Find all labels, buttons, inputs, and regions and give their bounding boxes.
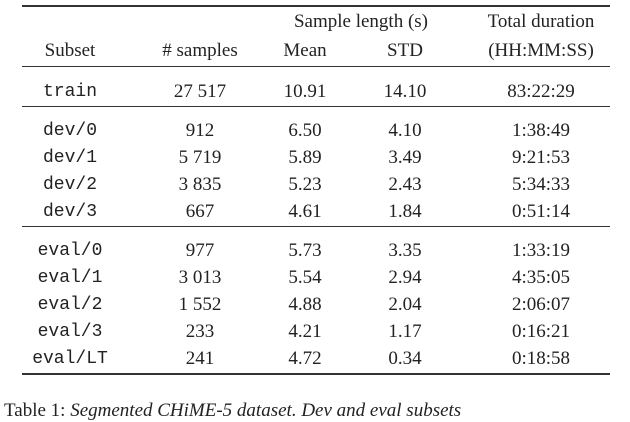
cell: 83:22:29 <box>507 81 575 102</box>
header: Mean <box>283 40 327 61</box>
cell: 233 <box>185 321 215 342</box>
subset-cell: dev/0 <box>42 121 98 141</box>
group-rule <box>22 106 610 107</box>
cell: 4.61 <box>288 201 322 222</box>
cell: 0:51:14 <box>511 201 571 222</box>
header: Total duration <box>487 11 595 32</box>
subset-cell: eval/3 <box>37 322 103 342</box>
cell: 2.94 <box>388 267 422 288</box>
cell: 3 835 <box>178 174 222 195</box>
subset-cell: train <box>42 82 98 102</box>
group-rule <box>22 226 610 227</box>
cell: 667 <box>185 201 215 222</box>
caption: Table 1: Segmented CHiME-5 dataset. Dev … <box>4 400 461 422</box>
cell: 1:33:19 <box>511 240 571 261</box>
cell: 3.35 <box>388 240 422 261</box>
cell: 2.04 <box>388 294 422 315</box>
cell: 977 <box>185 240 215 261</box>
cell: 4.21 <box>288 321 322 342</box>
cell: 27 517 <box>173 81 227 102</box>
subset-cell: dev/3 <box>42 202 98 222</box>
cell: 0:18:58 <box>511 348 571 369</box>
cell: 0.34 <box>388 348 422 369</box>
cell: 1:38:49 <box>511 120 571 141</box>
cell: 5.54 <box>288 267 322 288</box>
header: (HH:MM:SS) <box>488 40 594 61</box>
header: STD <box>387 40 423 61</box>
cell: 2.43 <box>388 174 422 195</box>
caption-label: Table 1: <box>4 400 66 421</box>
cell: 5.23 <box>288 174 322 195</box>
cell: 2:06:07 <box>511 294 571 315</box>
cell: 4.10 <box>388 120 422 141</box>
cell: 1.84 <box>388 201 422 222</box>
cell: 14.10 <box>383 81 427 102</box>
cell: 4:35:05 <box>511 267 571 288</box>
cell: 5 719 <box>178 147 222 168</box>
subset-cell: dev/2 <box>42 175 98 195</box>
header: Subset <box>44 40 96 61</box>
cell: 1.17 <box>388 321 422 342</box>
caption-text: Segmented CHiME-5 dataset. Dev and eval … <box>70 400 462 421</box>
cell: 3.49 <box>388 147 422 168</box>
bottom-rule <box>22 373 610 375</box>
cell: 6.50 <box>288 120 322 141</box>
subset-cell: eval/LT <box>32 349 108 369</box>
cell: 0:16:21 <box>511 321 571 342</box>
top-rule <box>22 5 610 7</box>
cell: 9:21:53 <box>511 147 571 168</box>
header-rule <box>22 66 610 67</box>
subset-cell: eval/0 <box>37 241 103 261</box>
cell: 4.72 <box>288 348 322 369</box>
subset-cell: dev/1 <box>42 148 98 168</box>
cell: 4.88 <box>288 294 322 315</box>
cell: 241 <box>185 348 215 369</box>
header: Sample length (s) <box>293 11 429 32</box>
cell: 5:34:33 <box>511 174 571 195</box>
cell: 912 <box>185 120 215 141</box>
cell: 5.73 <box>288 240 322 261</box>
cell: 3 013 <box>178 267 222 288</box>
cell: 1 552 <box>178 294 222 315</box>
subset-cell: eval/1 <box>37 268 103 288</box>
header: # samples <box>162 40 238 61</box>
subset-cell: eval/2 <box>37 295 103 315</box>
cell: 5.89 <box>288 147 322 168</box>
cell: 10.91 <box>283 81 327 102</box>
